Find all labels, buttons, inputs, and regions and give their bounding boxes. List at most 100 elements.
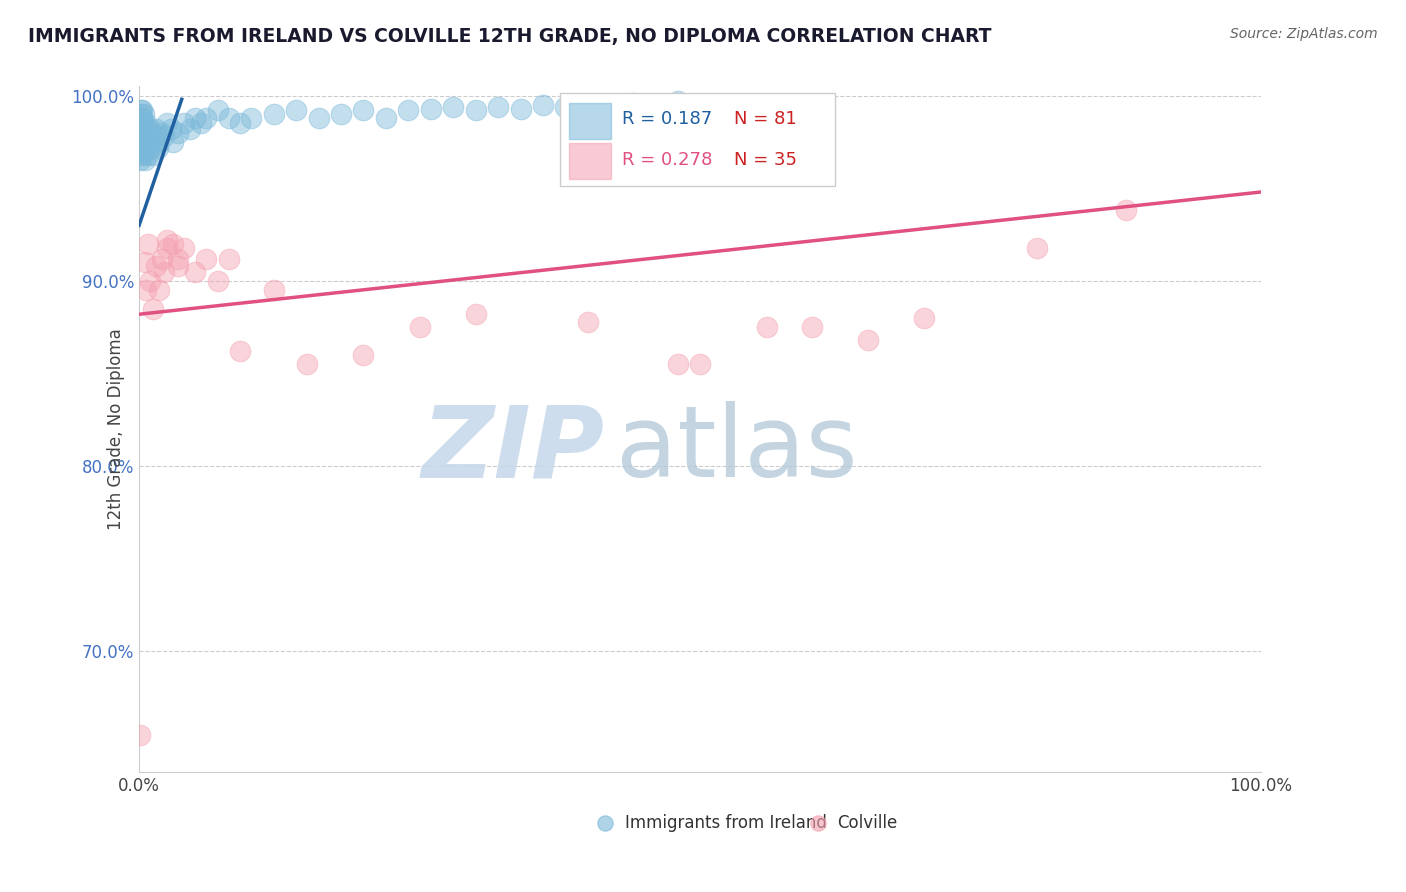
- Point: [156, 233, 179, 247]
- Point: [129, 135, 152, 149]
- Point: [131, 135, 153, 149]
- Point: [689, 357, 711, 371]
- Point: [139, 122, 162, 136]
- Point: [509, 102, 531, 116]
- Point: [353, 103, 375, 118]
- Point: [150, 126, 173, 140]
- Point: [353, 348, 375, 362]
- Point: [162, 236, 184, 251]
- Point: [218, 252, 240, 266]
- Text: R = 0.187: R = 0.187: [621, 110, 711, 128]
- Point: [131, 107, 153, 121]
- Point: [173, 241, 195, 255]
- Point: [263, 283, 285, 297]
- Point: [142, 148, 165, 162]
- Point: [576, 98, 599, 112]
- Point: [152, 265, 174, 279]
- Point: [167, 126, 190, 140]
- Point: [162, 135, 184, 149]
- Text: Immigrants from Ireland: Immigrants from Ireland: [624, 814, 827, 832]
- Point: [132, 140, 155, 154]
- Point: [531, 98, 554, 112]
- Point: [139, 274, 162, 288]
- Point: [159, 122, 181, 136]
- Point: [1025, 241, 1047, 255]
- FancyBboxPatch shape: [569, 103, 612, 139]
- Point: [464, 307, 486, 321]
- Point: [148, 283, 170, 297]
- Point: [145, 122, 167, 136]
- Point: [136, 122, 159, 136]
- Point: [756, 320, 779, 334]
- Point: [195, 111, 218, 125]
- Point: [135, 116, 157, 130]
- Point: [131, 116, 153, 130]
- Point: [135, 129, 157, 144]
- Point: [330, 107, 353, 121]
- Point: [419, 102, 441, 116]
- Point: [145, 259, 167, 273]
- Point: [132, 148, 155, 162]
- Point: [129, 728, 152, 742]
- Point: [167, 259, 190, 273]
- Point: [136, 135, 159, 149]
- Point: [374, 111, 396, 125]
- Text: atlas: atlas: [616, 401, 858, 499]
- Point: [131, 122, 153, 136]
- Point: [148, 135, 170, 149]
- Text: N = 35: N = 35: [734, 151, 797, 169]
- Point: [142, 135, 165, 149]
- Point: [135, 140, 157, 154]
- Point: [308, 111, 330, 125]
- Text: N = 81: N = 81: [734, 110, 797, 128]
- Point: [150, 252, 173, 266]
- Point: [129, 153, 152, 168]
- Point: [218, 111, 240, 125]
- Point: [184, 111, 207, 125]
- Point: [229, 344, 252, 359]
- Point: [263, 107, 285, 121]
- Point: [146, 129, 169, 144]
- Point: [131, 111, 153, 125]
- Point: [297, 357, 319, 371]
- Text: ZIP: ZIP: [422, 401, 605, 499]
- Point: [131, 145, 153, 159]
- Point: [914, 310, 936, 325]
- Text: IMMIGRANTS FROM IRELAND VS COLVILLE 12TH GRADE, NO DIPLOMA CORRELATION CHART: IMMIGRANTS FROM IRELAND VS COLVILLE 12TH…: [28, 27, 991, 45]
- Point: [576, 315, 599, 329]
- Point: [134, 145, 156, 159]
- Point: [554, 100, 576, 114]
- Point: [666, 94, 689, 108]
- Point: [599, 100, 621, 114]
- Point: [858, 333, 880, 347]
- Point: [146, 140, 169, 154]
- Point: [1115, 203, 1137, 218]
- Point: [142, 301, 165, 316]
- Point: [801, 320, 824, 334]
- Point: [129, 140, 152, 154]
- Y-axis label: 12th Grade, No Diploma: 12th Grade, No Diploma: [107, 328, 125, 530]
- Point: [139, 135, 162, 149]
- Point: [464, 103, 486, 118]
- Point: [134, 255, 156, 269]
- Point: [138, 129, 160, 144]
- Point: [644, 98, 666, 112]
- Point: [131, 129, 153, 144]
- Point: [441, 100, 464, 114]
- FancyBboxPatch shape: [560, 94, 835, 186]
- Point: [152, 129, 174, 144]
- Point: [173, 116, 195, 130]
- Text: Colville: Colville: [837, 814, 897, 832]
- Point: [131, 111, 153, 125]
- Point: [131, 103, 153, 118]
- Point: [132, 116, 155, 130]
- Point: [131, 135, 153, 149]
- Point: [131, 103, 153, 118]
- Point: [207, 103, 229, 118]
- Point: [131, 129, 153, 144]
- Point: [132, 129, 155, 144]
- Point: [240, 111, 263, 125]
- Point: [134, 126, 156, 140]
- Point: [167, 252, 190, 266]
- Point: [131, 116, 153, 130]
